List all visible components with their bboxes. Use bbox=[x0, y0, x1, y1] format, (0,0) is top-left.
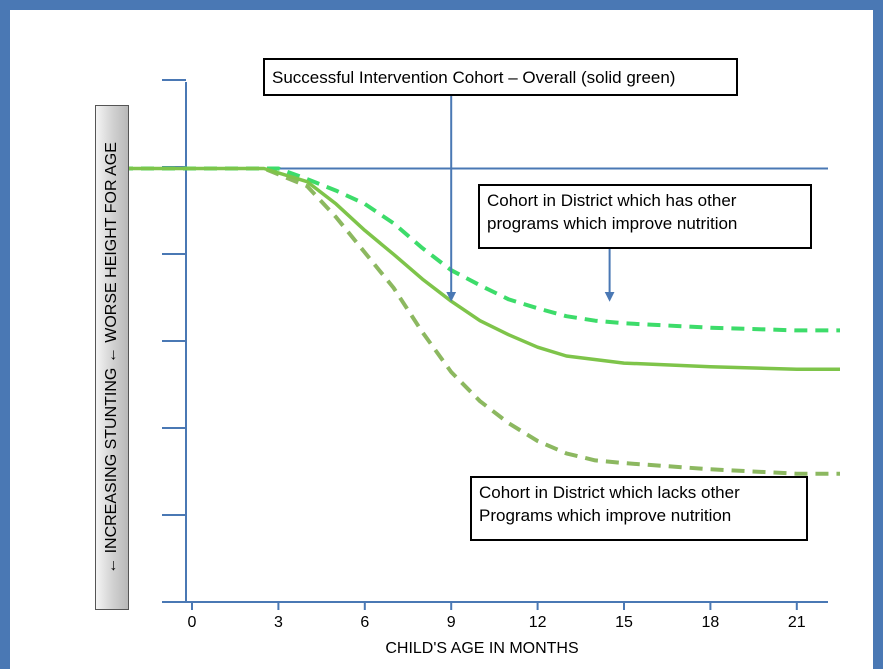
x-tick-label: 21 bbox=[788, 614, 806, 631]
callout-lacks-programs-cohort: Cohort in District which lacks other Pro… bbox=[470, 476, 808, 541]
x-axis-title: CHILD'S AGE IN MONTHS bbox=[385, 640, 578, 657]
y-axis-title: ← INCREASING STUNTING ← WORSE HEIGHT FOR… bbox=[103, 141, 120, 574]
line-chart: 0 3 6 9 12 15 18 21 CHILD'S AGE IN MONTHS bbox=[120, 79, 840, 657]
callout-arrows bbox=[446, 96, 615, 491]
series-group bbox=[120, 166, 840, 476]
x-tick-label: 12 bbox=[529, 614, 547, 631]
x-tick-label: 0 bbox=[188, 614, 197, 631]
x-tick-label: 9 bbox=[447, 614, 456, 631]
x-tick-labels: 0 3 6 9 12 15 18 21 bbox=[188, 614, 806, 631]
series-line-0 bbox=[120, 166, 840, 372]
x-tick-label: 6 bbox=[360, 614, 369, 631]
series-line-1 bbox=[120, 166, 840, 333]
x-tick-label: 18 bbox=[702, 614, 720, 631]
y-axis-title-box: ← INCREASING STUNTING ← WORSE HEIGHT FOR… bbox=[95, 105, 129, 610]
callout-has-programs-cohort: Cohort in District which has other progr… bbox=[478, 184, 812, 249]
x-tick-label: 3 bbox=[274, 614, 283, 631]
chart-frame: 0 3 6 9 12 15 18 21 CHILD'S AGE IN MONTHS ← INC… bbox=[10, 10, 873, 669]
series-line-2 bbox=[120, 166, 840, 476]
x-tick-label: 15 bbox=[615, 614, 633, 631]
callout-overall-cohort: Successful Intervention Cohort – Overall… bbox=[263, 58, 738, 96]
